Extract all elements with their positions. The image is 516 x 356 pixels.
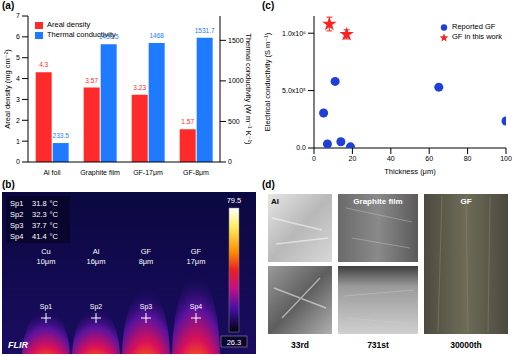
svg-text:5: 5	[16, 54, 20, 61]
svg-text:40: 40	[387, 155, 395, 162]
svg-text:1468: 1468	[149, 32, 164, 39]
svg-text:GF: GF	[141, 247, 152, 256]
svg-text:10μm: 10μm	[37, 257, 56, 266]
svg-text:1000: 1000	[228, 77, 244, 84]
svg-text:80: 80	[464, 155, 472, 162]
html-text:(c): (c)	[262, 0, 275, 11]
svg-text:7: 7	[16, 12, 20, 19]
svg-text:1531.7: 1531.7	[195, 27, 215, 34]
svg-text:Sp1: Sp1	[10, 199, 23, 208]
svg-text:GF: GF	[191, 247, 202, 256]
svg-text:Al: Al	[271, 197, 279, 206]
svg-text:0.0: 0.0	[296, 144, 306, 151]
svg-text:20: 20	[349, 155, 357, 162]
svg-text:41.4°C: 41.4°C	[32, 232, 59, 241]
svg-text:731st: 731st	[367, 340, 389, 350]
svg-text:Sp1: Sp1	[40, 303, 53, 311]
html-text:(a): (a)	[2, 0, 15, 11]
svg-text:Sp4: Sp4	[10, 232, 23, 241]
svg-text:Graphite film: Graphite film	[80, 169, 120, 176]
svg-text:33rd: 33rd	[291, 340, 309, 350]
svg-text:30000th: 30000th	[450, 340, 482, 350]
svg-text:3: 3	[16, 96, 20, 103]
svg-text:Sp3: Sp3	[10, 221, 23, 230]
svg-text:Graphite film: Graphite film	[353, 197, 402, 206]
html-text:Thermal conductivity: Thermal conductivity	[47, 30, 116, 39]
svg-text:500: 500	[228, 118, 240, 125]
svg-text:(d): (d)	[262, 179, 275, 190]
svg-text:1.57: 1.57	[181, 118, 194, 125]
svg-text:Sp3: Sp3	[140, 303, 153, 311]
svg-text:0: 0	[312, 155, 316, 162]
svg-text:Thermal conductivity (W m⁻¹ K⁻: Thermal conductivity (W m⁻¹ K⁻¹)	[244, 33, 253, 145]
svg-text:37.7°C: 37.7°C	[32, 221, 59, 230]
svg-text:GF: GF	[460, 197, 471, 206]
svg-text:2: 2	[16, 117, 20, 124]
svg-text:0: 0	[16, 158, 20, 165]
svg-text:Areal density (mg cm⁻²): Areal density (mg cm⁻²)	[3, 49, 12, 129]
html-text:Reported GF: Reported GF	[452, 22, 496, 31]
svg-text:GF-17μm: GF-17μm	[133, 169, 163, 176]
svg-text:Sp2: Sp2	[10, 210, 23, 219]
svg-text:31.8°C: 31.8°C	[32, 199, 59, 208]
svg-text:1.0x10⁶: 1.0x10⁶	[282, 30, 306, 37]
svg-text:FLIR: FLIR	[8, 340, 28, 350]
svg-text:Thickness (μm): Thickness (μm)	[384, 167, 436, 176]
svg-text:16μm: 16μm	[87, 257, 106, 266]
svg-text:3.23: 3.23	[133, 84, 146, 91]
svg-text:26.3: 26.3	[227, 338, 242, 347]
svg-text:Sp2: Sp2	[90, 303, 103, 311]
svg-text:32.3°C: 32.3°C	[32, 210, 59, 219]
svg-text:(b): (b)	[2, 179, 15, 190]
svg-text:3.57: 3.57	[85, 77, 98, 84]
svg-text:Al: Al	[93, 247, 100, 256]
svg-text:Electrical conductivity (S m⁻¹: Electrical conductivity (S m⁻¹)	[263, 32, 272, 131]
svg-text:60: 60	[425, 155, 433, 162]
html-text:Areal density: Areal density	[47, 20, 91, 29]
svg-text:79.5: 79.5	[227, 196, 242, 205]
svg-text:5.0x10⁵: 5.0x10⁵	[282, 87, 306, 94]
svg-text:1: 1	[16, 138, 20, 145]
svg-text:4: 4	[16, 75, 20, 82]
svg-text:Al foil: Al foil	[43, 169, 61, 176]
svg-text:4.3: 4.3	[39, 61, 48, 68]
svg-text:233.5: 233.5	[53, 132, 70, 139]
svg-text:GF-8μm: GF-8μm	[183, 169, 209, 176]
html-text:GF in this work: GF in this work	[452, 32, 502, 41]
svg-text:Sp4: Sp4	[190, 303, 203, 311]
svg-text:Cu: Cu	[41, 247, 51, 256]
svg-text:8μm: 8μm	[139, 257, 154, 266]
svg-text:100: 100	[500, 155, 512, 162]
svg-text:6: 6	[16, 33, 20, 40]
svg-text:1500: 1500	[228, 37, 244, 44]
svg-text:0: 0	[228, 158, 232, 165]
svg-text:17μm: 17μm	[187, 257, 206, 266]
